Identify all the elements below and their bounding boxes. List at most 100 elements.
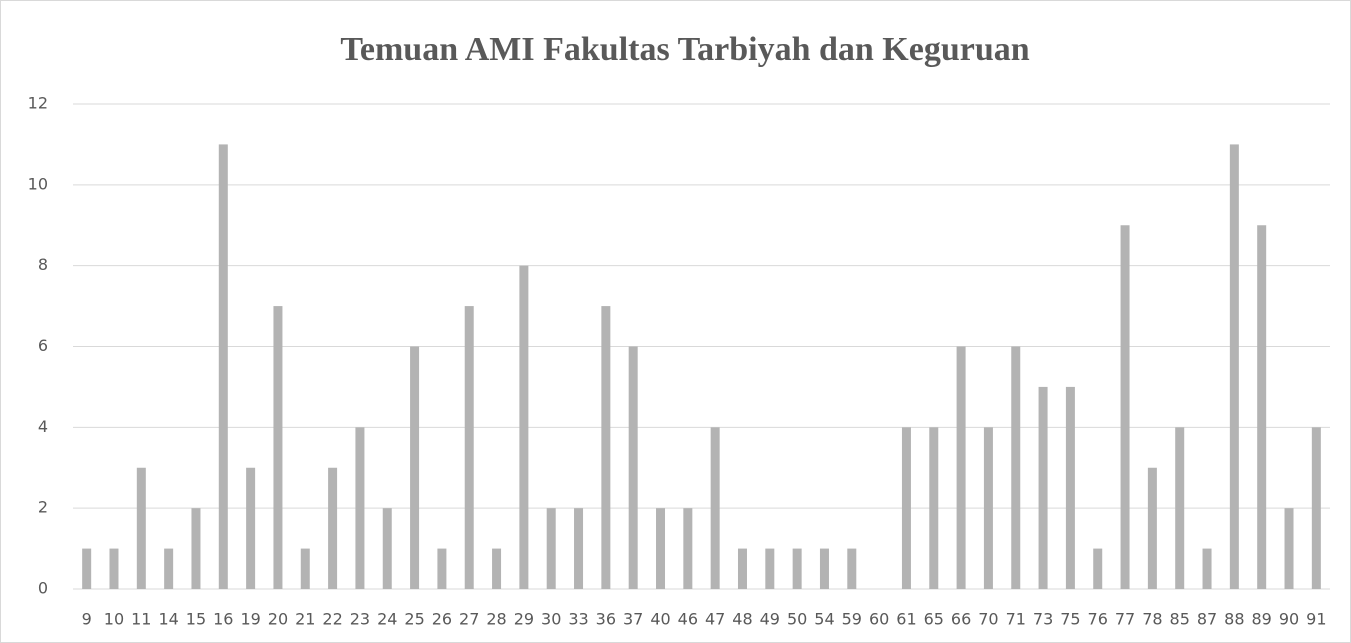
x-tick-label: 24	[377, 610, 397, 629]
bar	[164, 548, 174, 589]
y-tick-label: 2	[38, 498, 48, 517]
bar	[1229, 144, 1239, 589]
bar	[819, 548, 829, 589]
x-tick-label: 77	[1115, 610, 1135, 629]
bar	[546, 508, 556, 589]
y-tick-label: 8	[38, 255, 48, 274]
bar	[355, 427, 365, 589]
x-tick-label: 61	[896, 610, 916, 629]
bar	[929, 427, 939, 589]
bar	[901, 427, 911, 589]
chart-title: Temuan AMI Fakultas Tarbiyah dan Kegurua…	[340, 31, 1029, 68]
bar	[519, 265, 529, 589]
bar	[82, 548, 92, 589]
x-tick-label: 46	[678, 610, 698, 629]
bar	[601, 306, 611, 589]
bar	[1284, 508, 1294, 589]
x-tick-label: 66	[951, 610, 971, 629]
bar	[1120, 225, 1130, 589]
x-tick-label: 9	[82, 610, 92, 629]
x-tick-label: 90	[1279, 610, 1299, 629]
x-tick-label: 60	[869, 610, 889, 629]
x-tick-label: 33	[568, 610, 588, 629]
bar	[656, 508, 666, 589]
x-tick-label: 21	[295, 610, 315, 629]
bar	[1011, 346, 1021, 589]
bar	[710, 427, 720, 589]
x-tick-label: 15	[186, 610, 206, 629]
x-tick-label: 14	[158, 610, 178, 629]
x-tick-label: 89	[1252, 610, 1272, 629]
bar	[109, 548, 119, 589]
bar	[1202, 548, 1212, 589]
bar	[628, 346, 638, 589]
y-tick-label: 4	[38, 417, 48, 436]
bar	[765, 548, 775, 589]
bar	[1147, 467, 1157, 589]
bar	[574, 508, 584, 589]
bar	[328, 467, 338, 589]
x-tick-label: 30	[541, 610, 561, 629]
bar	[1038, 386, 1048, 589]
bar	[218, 144, 228, 589]
bar	[191, 508, 201, 589]
bar	[1065, 386, 1075, 589]
x-tick-label: 10	[104, 610, 124, 629]
bar	[492, 548, 502, 589]
x-tick-label: 54	[814, 610, 834, 629]
bar	[956, 346, 966, 589]
x-tick-label: 37	[623, 610, 643, 629]
x-tick-label: 75	[1060, 610, 1080, 629]
x-tick-label: 70	[978, 610, 998, 629]
x-tick-label: 71	[1006, 610, 1026, 629]
x-tick-label: 26	[432, 610, 452, 629]
x-tick-label: 23	[350, 610, 370, 629]
y-tick-label: 10	[28, 174, 48, 193]
bar	[464, 306, 474, 589]
x-tick-label: 87	[1197, 610, 1217, 629]
bar	[737, 548, 747, 589]
bar	[136, 467, 146, 589]
x-tick-label: 73	[1033, 610, 1053, 629]
x-tick-label: 25	[404, 610, 424, 629]
bar	[273, 306, 283, 589]
x-tick-label: 50	[787, 610, 807, 629]
bar	[1093, 548, 1103, 589]
bar	[847, 548, 857, 589]
x-tick-label: 20	[268, 610, 288, 629]
x-tick-label: 78	[1142, 610, 1162, 629]
x-tick-label: 27	[459, 610, 479, 629]
y-tick-label: 12	[28, 94, 48, 113]
x-tick-label: 16	[213, 610, 233, 629]
x-tick-label: 91	[1306, 610, 1326, 629]
x-tick-label: 85	[1170, 610, 1190, 629]
bar	[382, 508, 392, 589]
x-tick-label: 48	[732, 610, 752, 629]
x-tick-label: 19	[240, 610, 260, 629]
x-tick-label: 28	[486, 610, 506, 629]
x-tick-label: 88	[1224, 610, 1244, 629]
y-tick-label: 6	[38, 336, 48, 355]
x-tick-label: 76	[1088, 610, 1108, 629]
x-tick-label: 29	[514, 610, 534, 629]
x-tick-label: 11	[131, 610, 151, 629]
x-tick-label: 36	[596, 610, 616, 629]
bar	[1257, 225, 1267, 589]
bar	[792, 548, 802, 589]
x-tick-label: 22	[322, 610, 342, 629]
x-tick-label: 65	[924, 610, 944, 629]
x-tick-label: 47	[705, 610, 725, 629]
bar	[983, 427, 993, 589]
bar	[410, 346, 420, 589]
x-tick-label: 40	[650, 610, 670, 629]
x-tick-label: 49	[760, 610, 780, 629]
bar	[1311, 427, 1321, 589]
bar	[683, 508, 693, 589]
y-tick-label: 0	[38, 579, 48, 598]
bar	[437, 548, 447, 589]
x-tick-label: 59	[842, 610, 862, 629]
bar	[1175, 427, 1185, 589]
bar	[246, 467, 256, 589]
bar	[300, 548, 310, 589]
